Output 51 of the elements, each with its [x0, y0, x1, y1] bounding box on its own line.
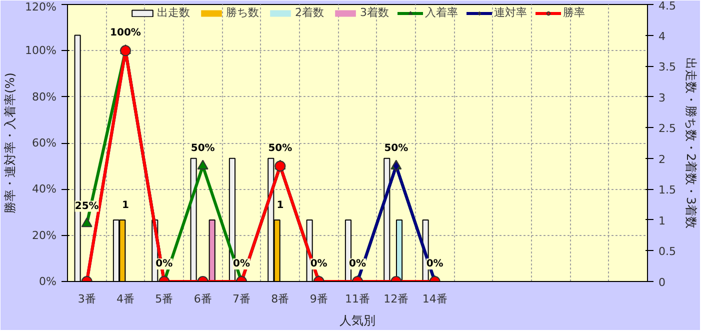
data-label: 50%	[384, 143, 408, 154]
y2-axis-title: 出走数・勝ち数・2着数・3着数	[684, 57, 698, 229]
data-label: 1	[122, 200, 130, 211]
x-tick-label: 8番	[271, 292, 290, 306]
y2-tick-label: 1.5	[658, 184, 676, 197]
legend-label: 連対率	[494, 5, 527, 20]
x-tick-label: 7番	[232, 292, 250, 306]
data-label: 1	[276, 200, 284, 211]
y2-tick-label: 2	[658, 152, 666, 166]
y-tick-label: 120%	[25, 0, 57, 14]
x-tick-label: 6番	[194, 292, 212, 306]
y-tick-label: 40%	[32, 182, 57, 196]
y2-tick-label: 1	[658, 214, 666, 228]
data-label: 100%	[110, 28, 141, 39]
legend-label: 入着率	[425, 5, 458, 20]
data-label: 50%	[190, 143, 215, 154]
x-tick-label: 14番	[422, 292, 448, 306]
point	[197, 160, 208, 170]
y-tick-label: 0%	[39, 275, 56, 288]
y-tick-label: 100%	[25, 44, 57, 58]
x-axis-title: 人気別	[340, 314, 376, 328]
data-label: 50%	[268, 143, 292, 154]
y2-tick-label: 3	[658, 91, 666, 104]
data-label: 25%	[74, 200, 99, 212]
legend-label: 2着数	[295, 5, 324, 20]
legend-label: 勝率	[563, 5, 585, 20]
legend-label: 3着数	[360, 5, 389, 20]
y-axis-title: 勝率・連対率・入着率(%)	[3, 72, 18, 214]
data-label: 0%	[233, 258, 250, 270]
y-tick-label: 60%	[32, 136, 57, 150]
data-label: 0%	[156, 258, 173, 270]
y2-tick-label: 0	[658, 276, 666, 289]
y-tick-label: 20%	[32, 228, 57, 242]
y2-tick-label: 0.5	[658, 245, 676, 258]
y-tick-label: 80%	[32, 90, 57, 104]
point	[81, 218, 92, 228]
y2-tick-label: 4.5	[658, 0, 676, 12]
x-tick-label: 12番	[384, 292, 409, 306]
x-tick-label: 5番	[155, 292, 174, 306]
data-label: 0%	[349, 258, 366, 270]
data-label: 0%	[426, 258, 444, 270]
data-label: 0%	[310, 258, 328, 270]
y2-tick-label: 2.5	[658, 122, 676, 136]
x-tick-label: 3番	[78, 292, 96, 306]
y2-tick-label: 4	[658, 30, 666, 43]
y2-tick-label: 3.5	[658, 60, 676, 74]
legend-label: 勝ち数	[226, 5, 259, 20]
x-tick-label: 9番	[310, 292, 328, 306]
x-tick-label: 4番	[116, 292, 134, 306]
x-tick-label: 11番	[345, 292, 370, 306]
legend-label: 出走数	[157, 5, 190, 20]
